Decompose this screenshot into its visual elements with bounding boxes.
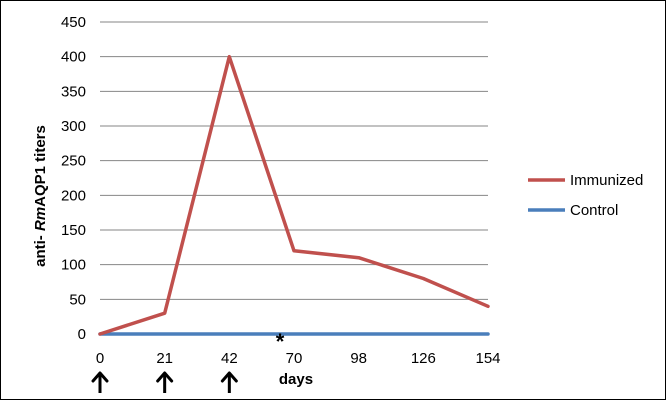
y-axis-title-italic: Rm: [32, 207, 49, 231]
up-arrow-icon: [220, 371, 238, 393]
legend: Immunized Control: [528, 172, 643, 219]
legend-label-immunized: Immunized: [570, 172, 643, 189]
x-tick-label: 42: [221, 350, 238, 367]
x-tick-label: 126: [411, 350, 436, 367]
y-tick-label: 150: [61, 222, 86, 239]
series-lines: [98, 54, 490, 336]
y-tick-label: 100: [61, 257, 86, 274]
x-tick-label: 98: [350, 350, 367, 367]
y-tick-label: 400: [61, 49, 86, 66]
annotation-asterisk: *: [276, 329, 285, 354]
y-tick-label: 200: [61, 187, 86, 204]
y-tick-labels: 0 50 100 150 200 250 300 350 400 450: [61, 14, 86, 343]
series-line-immunized: [98, 54, 490, 336]
up-arrow-icon: [91, 371, 109, 393]
y-tick-label: 250: [61, 153, 86, 170]
y-axis-title-suffix: AQP1 titers: [32, 125, 49, 207]
x-axis-title: days: [279, 371, 313, 388]
y-axis-title-prefix: anti-: [32, 231, 49, 267]
up-arrow-icon: [156, 371, 174, 393]
x-tick-label: 0: [96, 350, 104, 367]
y-tick-label: 50: [69, 291, 86, 308]
x-tick-label: 154: [475, 350, 500, 367]
y-tick-label: 300: [61, 118, 86, 135]
y-axis-title: anti- RmAQP1 titers: [32, 125, 49, 267]
legend-label-control: Control: [570, 202, 618, 219]
y-tick-label: 350: [61, 83, 86, 100]
grid-lines: [100, 21, 488, 335]
x-tick-label: 21: [156, 350, 173, 367]
injection-arrows: [91, 371, 238, 393]
x-tick-labels: 0 21 42 70 98 126 154: [96, 350, 501, 367]
x-tick-label: 70: [286, 350, 303, 367]
y-tick-label: 0: [78, 326, 86, 343]
y-tick-label: 450: [61, 14, 86, 31]
